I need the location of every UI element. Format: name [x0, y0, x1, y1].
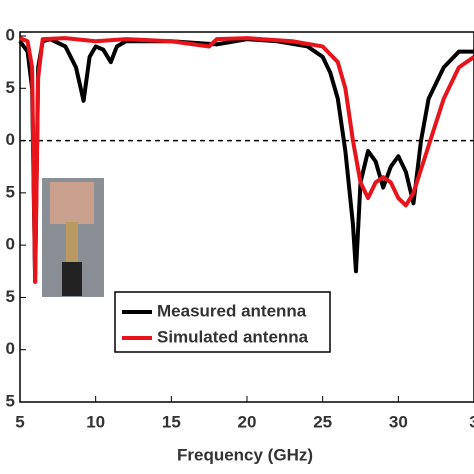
- y-tick-label: 5: [6, 78, 15, 97]
- x-tick-label: 5: [15, 412, 24, 431]
- cable: [62, 262, 82, 296]
- plot-area: [18, 31, 474, 403]
- x-axis-label: Frequency (GHz): [177, 445, 313, 464]
- x-tick-label: 10: [86, 412, 105, 431]
- y-tick-label: 0: [6, 25, 15, 44]
- y-tick-label: 0: [6, 339, 15, 358]
- legend-box: [114, 291, 331, 353]
- x-tick-label: 3: [469, 412, 474, 431]
- y-tick-label: 0: [6, 130, 15, 149]
- inset-photo: [42, 178, 104, 297]
- antenna-board: [50, 182, 94, 224]
- series-line: [18, 37, 474, 284]
- y-tick-label: 5: [6, 182, 15, 201]
- legend-label: Measured antenna: [157, 301, 307, 320]
- series-line: [19, 36, 474, 284]
- connector: [66, 222, 78, 262]
- x-tick-label: 25: [313, 412, 332, 431]
- y-tick-label: 5: [6, 287, 15, 306]
- legend: Measured antenna Simulated antenna: [114, 291, 331, 353]
- legend-label: Simulated antenna: [157, 327, 309, 346]
- y-tick-label: 5: [6, 391, 15, 410]
- y-tick-label: 0: [6, 235, 15, 254]
- x-tick-label: 30: [389, 412, 408, 431]
- x-tick-label: 15: [162, 412, 181, 431]
- x-tick-label: 20: [238, 412, 257, 431]
